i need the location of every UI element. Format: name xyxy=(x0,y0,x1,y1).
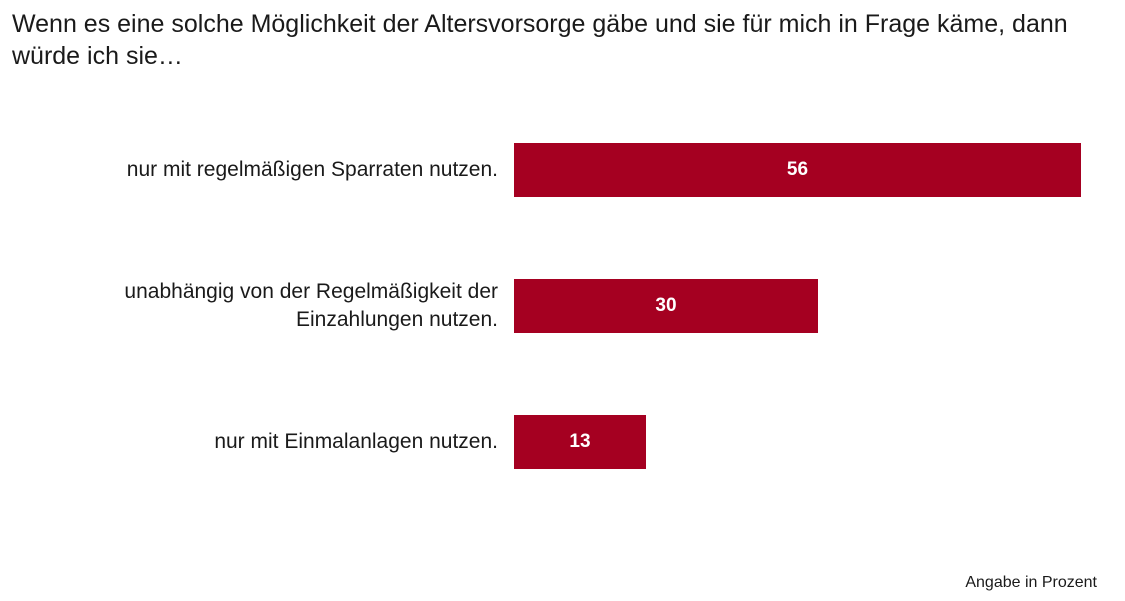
chart-title: Wenn es eine solche Möglichkeit der Alte… xyxy=(12,10,1068,70)
bar-row: nur mit Einmalanlagen nutzen. 13 xyxy=(0,415,1125,469)
category-label: nur mit Einmalanlagen nutzen. xyxy=(214,430,498,453)
category-label: nur mit regelmäßigen Sparraten nutzen. xyxy=(126,158,498,181)
data-label: 56 xyxy=(786,159,809,180)
bar-row: nur mit regelmäßigen Sparraten nutzen. 56 xyxy=(0,143,1125,197)
data-label: 30 xyxy=(655,295,677,316)
unit-note: Angabe in Prozent xyxy=(965,574,1097,591)
bar: 13 xyxy=(514,415,646,469)
bar: 30 xyxy=(514,279,818,333)
category-label: unabhängig von der Regelmäßigkeit der Ei… xyxy=(124,280,498,331)
bar-row: unabhängig von der Regelmäßigkeit der Ei… xyxy=(0,279,1125,333)
data-label: 13 xyxy=(569,431,591,452)
bar: 56 xyxy=(514,143,1081,197)
